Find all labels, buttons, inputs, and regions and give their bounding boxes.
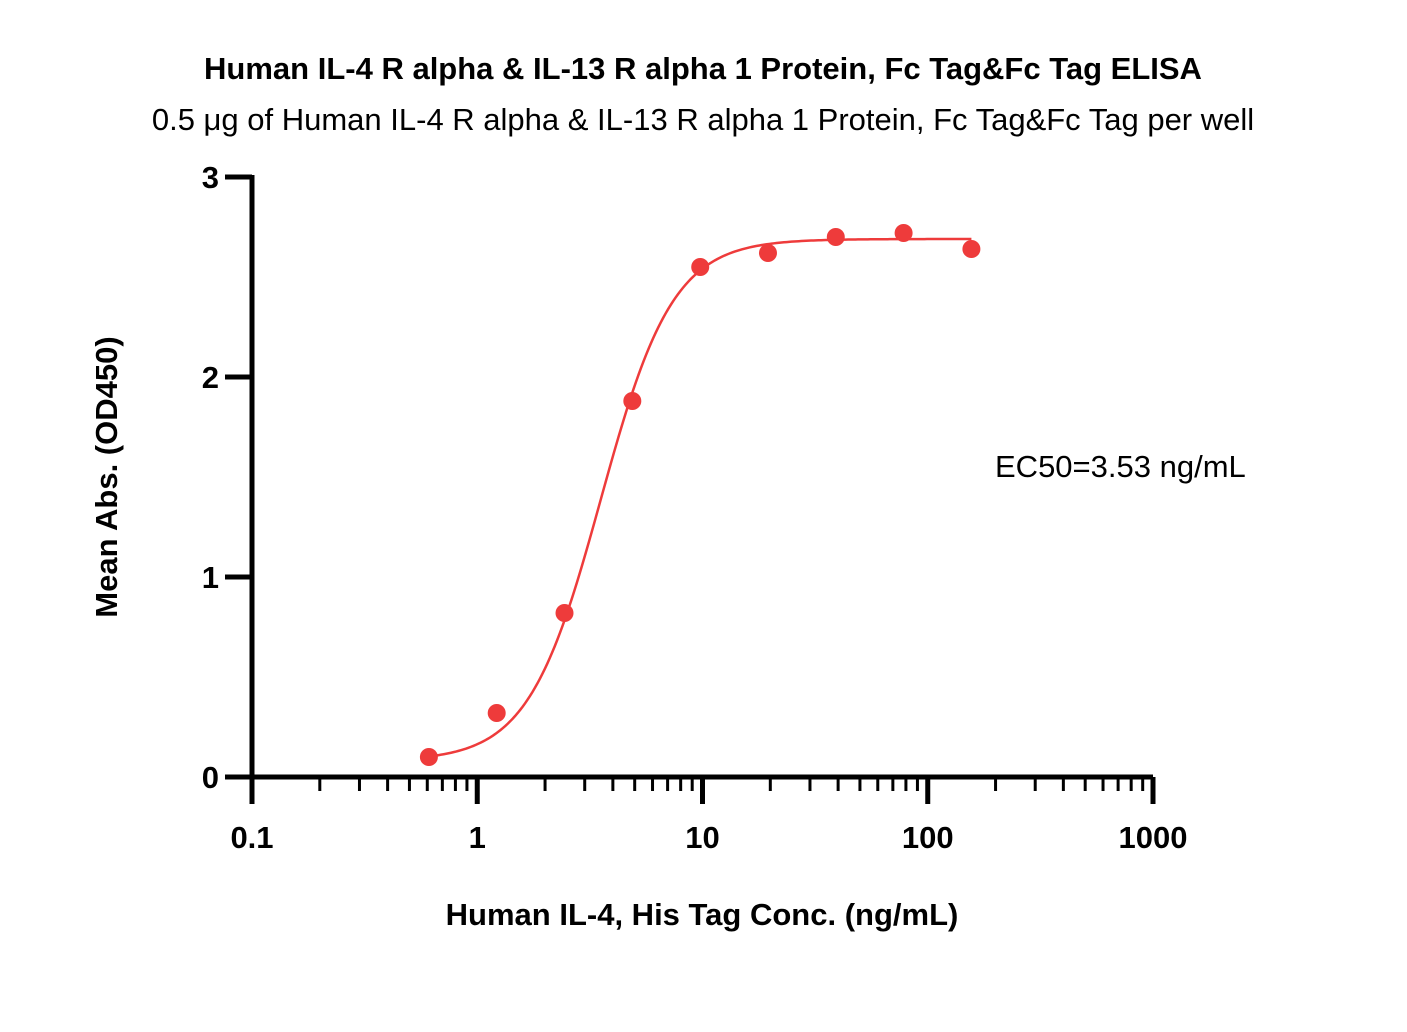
- y-tick-label: 3: [202, 160, 219, 195]
- plot-area: 0.1 1 10 100 1000 0 1 2 3: [202, 160, 1188, 855]
- x-axis-title: Human IL-4, His Tag Conc. (ng/mL): [446, 897, 959, 932]
- chart-title: Human IL-4 R alpha & IL-13 R alpha 1 Pro…: [204, 51, 1202, 86]
- x-tick-label: 1000: [1119, 820, 1188, 855]
- data-point: [894, 224, 913, 242]
- data-point: [487, 704, 506, 722]
- x-tick-label: 1: [469, 820, 486, 855]
- ec50-annotation: EC50=3.53 ng/mL: [995, 449, 1246, 484]
- data-point: [555, 604, 574, 622]
- data-point: [623, 392, 642, 410]
- y-tick-label: 1: [202, 560, 219, 595]
- chart-subtitle: 0.5 μg of Human IL-4 R alpha & IL-13 R a…: [152, 102, 1254, 137]
- x-tick-label: 10: [685, 820, 719, 855]
- x-tick-label: 100: [902, 820, 954, 855]
- data-point: [962, 240, 981, 258]
- data-point: [826, 228, 845, 246]
- y-tick-label: 2: [202, 360, 219, 395]
- y-tick-label: 0: [202, 760, 219, 795]
- data-point: [758, 244, 777, 262]
- y-axis-title: Mean Abs. (OD450): [89, 336, 124, 617]
- x-tick-label: 0.1: [230, 820, 273, 855]
- data-point: [691, 258, 710, 276]
- data-point: [419, 748, 438, 766]
- fit-curve: [428, 237, 972, 758]
